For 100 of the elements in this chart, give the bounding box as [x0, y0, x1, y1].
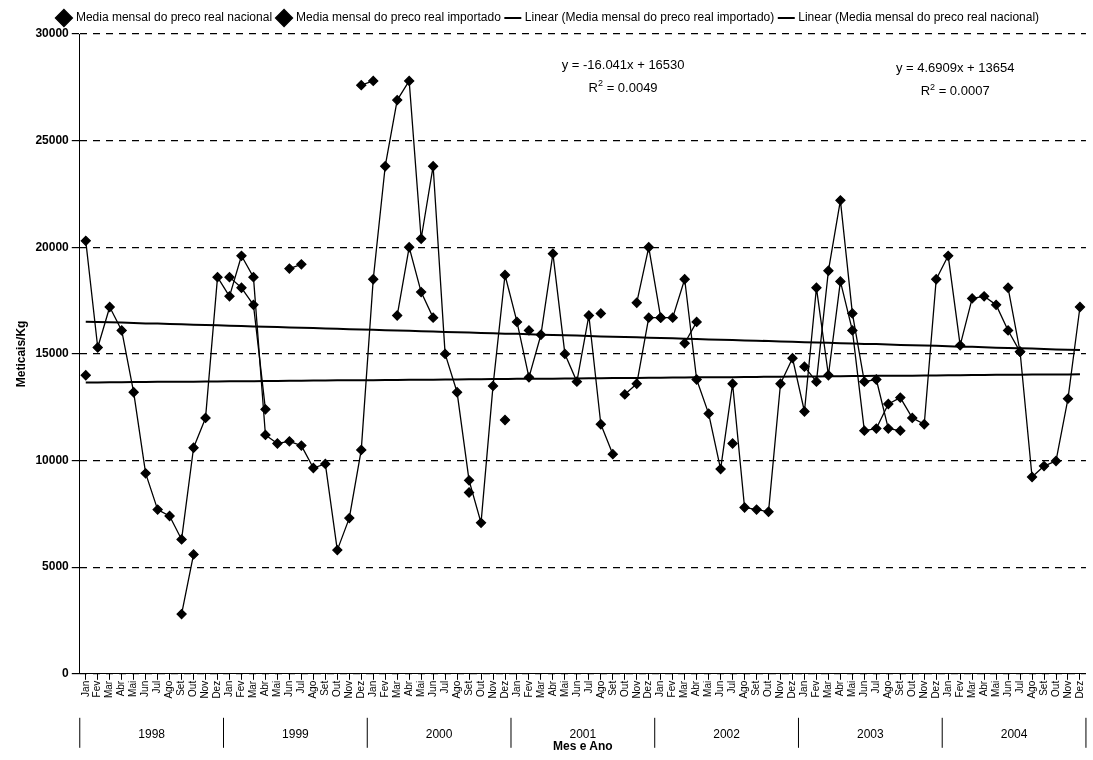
x-tick-label: Mar	[247, 680, 259, 699]
text: 2004	[1000, 726, 1028, 741]
point	[799, 361, 810, 372]
point	[859, 376, 870, 387]
point	[871, 374, 882, 385]
x-tick-label: Mar	[822, 680, 834, 699]
x-tick-label: Set	[319, 680, 331, 696]
y-tick-label: 30000	[35, 26, 70, 41]
annotation: y = 4.6909x + 13654	[895, 60, 1015, 76]
x-tick-label: Set	[1037, 680, 1049, 696]
x-tick-label: Jun	[283, 680, 295, 697]
x-tick-label: Jun	[1001, 680, 1013, 697]
text: 1998	[138, 726, 166, 741]
y-axis-title: Meticais/Kg	[13, 320, 28, 388]
point	[284, 263, 295, 274]
point	[811, 376, 822, 387]
y-tick-label: 20000	[35, 239, 70, 254]
x-tick-label: Jun	[426, 680, 438, 697]
x-tick-label: Out	[187, 680, 199, 697]
x-tick-label: Jul	[151, 680, 163, 694]
point	[619, 389, 630, 400]
x-axis-title: Mes e Ano	[553, 739, 613, 754]
point	[224, 271, 235, 283]
x-tick-label: Jan	[941, 680, 953, 697]
x-tick-label: Fev	[522, 680, 534, 698]
x-tick-label: Abr	[977, 680, 989, 697]
x-tick-label: Mar	[103, 680, 115, 699]
x-tick-label: Jun	[570, 680, 582, 697]
x-tick-label: Jan	[798, 680, 810, 697]
x-tick-label: Jun	[714, 680, 726, 697]
x-tick-label: Fev	[953, 680, 965, 698]
point	[499, 414, 511, 426]
x-tick-label: Set	[606, 680, 618, 696]
x-tick-label: Jan	[510, 680, 522, 697]
x-tick-label: Nov	[1061, 680, 1073, 699]
x-tick-label: Mai	[989, 680, 1001, 697]
legend-label: Linear (Media mensal do preco real nacional)	[798, 10, 1040, 25]
annotation: y = -16.041x + 16530	[561, 57, 685, 73]
text: 2000	[425, 726, 453, 741]
x-tick-label: Ago	[1025, 680, 1037, 699]
x-tick-label: Mar	[678, 680, 690, 699]
legend-label: Media mensal do preco real nacional	[75, 10, 273, 25]
point	[260, 404, 271, 415]
x-tick-label: Jul	[438, 680, 450, 694]
point	[416, 286, 427, 298]
x-tick-label: Mai	[702, 680, 714, 697]
legend-label: Linear (Media mensal do preco real importado)	[524, 10, 775, 25]
x-tick-label: Mar	[534, 680, 546, 699]
point	[691, 316, 702, 328]
x-tick-label: Fev	[378, 680, 390, 698]
point	[523, 325, 535, 336]
point	[835, 195, 846, 206]
x-tick-label: Dez	[211, 680, 223, 699]
point	[1014, 346, 1026, 357]
x-tick-label: Mai	[558, 680, 570, 697]
point	[236, 282, 247, 293]
x-tick-label: Fev	[91, 680, 103, 698]
x-tick-label: Abr	[546, 680, 558, 697]
x-tick-label: Dez	[498, 680, 510, 699]
x-tick-label: Ago	[450, 680, 462, 699]
point	[883, 423, 894, 434]
point	[595, 308, 606, 319]
x-tick-label: Jul	[726, 680, 738, 694]
x-tick-label: Set	[175, 680, 187, 696]
x-tick-label: Nov	[774, 680, 786, 699]
text: 2003	[856, 726, 885, 741]
x-tick-label: Nov	[343, 680, 355, 699]
x-tick-label: Set	[750, 680, 762, 696]
x-tick-label: Jan	[654, 680, 666, 697]
x-tick-label: Jul	[295, 680, 307, 694]
x-tick-label: Fev	[666, 680, 678, 698]
point	[296, 259, 307, 270]
text: 2001	[569, 726, 597, 741]
x-tick-label: Out	[906, 680, 918, 697]
x-tick-label: Mar	[965, 680, 977, 699]
x-tick-label: Mai	[846, 680, 858, 697]
x-tick-label: Ago	[163, 680, 175, 699]
y-tick-label: 0	[62, 666, 70, 681]
x-tick-label: Jul	[870, 680, 882, 694]
x-tick-label: Abr	[834, 680, 846, 697]
point	[643, 312, 654, 323]
y-tick-label: 15000	[35, 346, 70, 361]
x-tick-label: Dez	[929, 680, 941, 699]
x-tick-label: Dez	[642, 680, 654, 699]
x-tick-label: Ago	[882, 680, 894, 699]
x-tick-label: Mai	[127, 680, 139, 697]
point	[679, 338, 690, 349]
x-tick-label: Jul	[582, 680, 594, 694]
x-tick-label: Jul	[1013, 680, 1025, 694]
x-tick-label: Out	[762, 680, 774, 697]
point	[188, 549, 199, 560]
point	[368, 75, 379, 87]
point	[404, 242, 415, 253]
point	[176, 608, 187, 620]
y-tick-label: 10000	[35, 452, 70, 467]
point	[356, 80, 367, 91]
x-tick-label: Abr	[402, 680, 414, 697]
x-tick-label: Out	[474, 680, 486, 697]
y-tick-label: 5000	[42, 559, 70, 574]
point	[427, 312, 439, 323]
